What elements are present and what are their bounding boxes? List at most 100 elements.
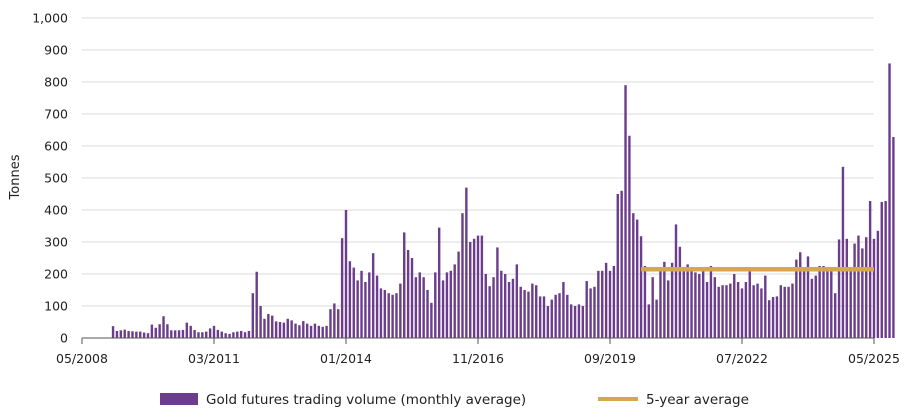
volume-bar	[833, 293, 837, 338]
volume-bar	[558, 293, 561, 338]
y-tick-label: 900	[44, 43, 68, 58]
volume-bar	[127, 330, 130, 338]
volume-bar	[162, 316, 165, 338]
volume-bar	[465, 187, 468, 338]
volume-bar	[371, 253, 375, 338]
volume-bar	[414, 277, 418, 338]
volume-bar	[608, 270, 612, 338]
y-tick-label: 0	[60, 331, 68, 346]
volume-bar	[849, 267, 852, 338]
y-tick-label: 600	[44, 139, 68, 154]
volume-bar	[344, 210, 348, 338]
volume-bar	[139, 331, 142, 338]
y-tick-label: 700	[44, 107, 68, 122]
volume-bar	[286, 318, 289, 338]
volume-bar	[321, 326, 324, 338]
volume-bar	[507, 282, 511, 338]
volume-bar	[337, 309, 340, 338]
volume-bar	[313, 323, 317, 338]
volume-bar	[550, 299, 553, 338]
volume-bar	[340, 238, 344, 338]
gridlines	[82, 17, 874, 307]
volume-bar	[220, 331, 223, 338]
volume-bar	[752, 285, 755, 338]
volume-bar	[876, 230, 880, 338]
volume-bar	[166, 324, 169, 338]
volume-bar	[356, 280, 359, 338]
volume-bar	[274, 321, 278, 338]
volume-bar	[348, 261, 352, 338]
volume-bar	[305, 323, 309, 338]
volume-bar	[150, 324, 154, 338]
x-tick-label: 01/2014	[320, 351, 372, 366]
axes: 0 100 200 300 400 500 600 700 800 900 1,000 05/2008…	[32, 11, 900, 367]
volume-bar	[701, 269, 705, 338]
volume-bar	[461, 213, 464, 338]
volume-bar	[624, 85, 627, 338]
volume-bar	[655, 299, 658, 338]
volume-bar	[255, 271, 258, 338]
volume-bar	[686, 264, 689, 338]
volume-bar	[674, 224, 678, 338]
volume-bar	[698, 274, 701, 338]
volume-bar	[632, 213, 635, 338]
volume-bar	[503, 274, 507, 338]
volume-bar	[585, 281, 588, 338]
volume-bar	[729, 283, 732, 338]
volume-bar	[496, 247, 499, 338]
volume-bar	[620, 190, 623, 338]
y-tick-label: 300	[44, 235, 68, 250]
volume-bar	[597, 270, 600, 338]
volume-bar	[418, 272, 421, 338]
volume-bar	[767, 300, 771, 338]
volume-bar	[123, 329, 126, 338]
volume-bar	[760, 288, 763, 338]
volume-bar	[593, 286, 596, 338]
volume-bar	[872, 238, 876, 338]
volume-bar	[841, 166, 845, 338]
volume-bar	[535, 285, 538, 338]
volume-bar	[488, 286, 491, 338]
volume-bar	[604, 262, 608, 338]
volume-bar	[764, 275, 767, 338]
y-tick-label: 100	[44, 299, 68, 314]
volume-bar	[177, 330, 181, 338]
volume-bar	[554, 294, 557, 338]
legend-average-label: 5-year average	[646, 392, 749, 408]
y-tick-label: 400	[44, 203, 68, 218]
volume-bar	[325, 325, 328, 338]
volume-bar	[795, 259, 798, 338]
volume-bar	[531, 283, 534, 338]
y-tick-label: 500	[44, 171, 68, 186]
x-tick-label: 07/2022	[716, 351, 768, 366]
volume-bar	[453, 264, 456, 338]
volume-bar	[589, 288, 592, 338]
volume-bar	[364, 282, 367, 338]
volume-bar	[208, 328, 212, 338]
volume-bar	[441, 280, 445, 338]
volume-bar	[282, 322, 286, 338]
volume-bar	[239, 330, 243, 338]
volume-bar	[802, 270, 806, 338]
volume-bar	[197, 332, 200, 338]
volume-bar	[830, 270, 833, 338]
volume-bar	[756, 283, 759, 338]
volume-bar	[437, 227, 441, 338]
volume-bar	[201, 332, 204, 338]
volume-bar	[709, 266, 713, 338]
volume-bar	[566, 294, 569, 338]
volume-bar	[546, 306, 550, 338]
volume-bar	[667, 280, 670, 338]
legend-bar-label: Gold futures trading volume (monthly ave…	[206, 392, 526, 408]
volume-bar	[259, 306, 262, 338]
volume-bar	[721, 285, 724, 338]
volume-bar	[853, 243, 856, 338]
volume-bar	[434, 272, 437, 338]
volume-bar	[492, 277, 495, 338]
volume-bar	[865, 237, 868, 338]
volume-bar	[880, 202, 883, 338]
y-tick-label: 800	[44, 75, 68, 90]
volume-bar	[771, 297, 775, 338]
volume-bar	[302, 321, 305, 338]
volume-bar	[422, 277, 425, 338]
